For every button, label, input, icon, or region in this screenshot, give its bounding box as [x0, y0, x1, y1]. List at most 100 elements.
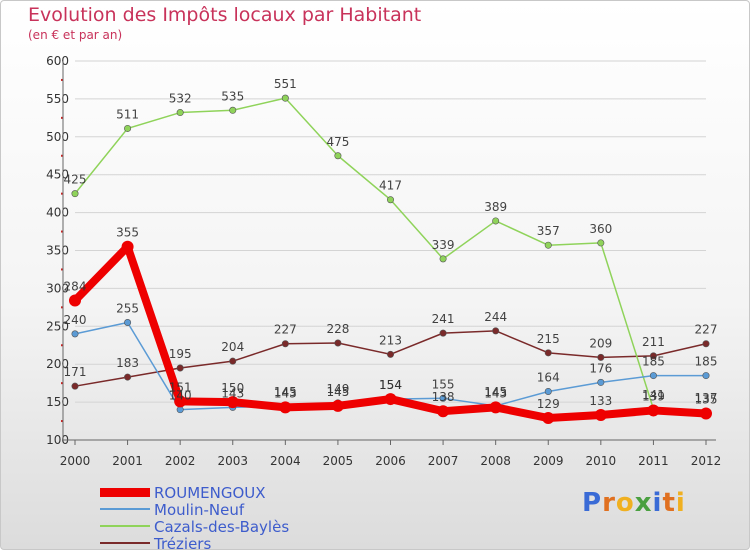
data-label: 171: [64, 365, 87, 379]
data-point: [597, 353, 605, 361]
data-label: 255: [116, 302, 139, 316]
data-point: [386, 196, 394, 204]
x-tick-label: 2012: [691, 454, 722, 468]
data-label: 140: [169, 389, 192, 403]
data-label: 227: [695, 323, 718, 337]
data-label: 240: [64, 313, 87, 327]
legend-swatch: [100, 508, 150, 510]
data-point: [71, 190, 79, 198]
data-label: 360: [589, 222, 612, 236]
data-label: 284: [64, 280, 87, 294]
data-point: [384, 393, 397, 406]
data-point: [544, 387, 552, 395]
x-tick-label: 2006: [375, 454, 406, 468]
data-point: [439, 255, 447, 263]
data-point: [331, 399, 344, 412]
data-label: 164: [537, 370, 560, 384]
legend-label: ROUMENGOUX: [154, 484, 266, 502]
data-point: [334, 339, 342, 347]
y-tick-label: 150: [46, 395, 69, 409]
data-point: [176, 406, 184, 414]
y-tick-label: 500: [46, 130, 69, 144]
data-label: 150: [221, 381, 244, 395]
data-point: [597, 378, 605, 386]
data-point: [281, 340, 289, 348]
data-label: 475: [326, 135, 349, 149]
data-label: 176: [589, 361, 612, 375]
chart-title: Evolution des Impôts locaux par Habitant: [28, 4, 422, 26]
data-point: [124, 319, 132, 327]
logo-letter: x: [634, 488, 653, 518]
x-tick-label: 2005: [323, 454, 354, 468]
x-tick-label: 2001: [112, 454, 143, 468]
data-point: [229, 106, 237, 114]
data-label: 244: [484, 310, 507, 324]
data-label: 339: [432, 238, 455, 252]
data-label: 417: [379, 179, 402, 193]
data-point: [279, 401, 292, 414]
data-label: 149: [326, 382, 349, 396]
data-label: 425: [64, 173, 87, 187]
data-label: 215: [537, 332, 560, 346]
data-label: 141: [642, 388, 665, 402]
data-label: 211: [642, 335, 665, 349]
y-tick-label: 400: [46, 206, 69, 220]
data-point: [71, 330, 79, 338]
data-label: 154: [379, 378, 402, 392]
data-label: 535: [221, 89, 244, 103]
data-label: 133: [589, 394, 612, 408]
data-label: 185: [695, 355, 718, 369]
data-label: 143: [221, 386, 244, 400]
data-label: 511: [116, 107, 139, 121]
data-point: [702, 372, 710, 380]
data-label: 155: [432, 377, 455, 391]
legend-swatch: [100, 542, 150, 544]
data-point: [437, 405, 450, 418]
data-point: [542, 412, 555, 425]
data-label: 154: [379, 378, 402, 392]
logo-letter: i: [652, 488, 663, 518]
data-label: 551: [274, 77, 297, 91]
logo-letter: t: [662, 488, 676, 518]
data-label: 139: [642, 389, 665, 403]
data-point: [69, 294, 81, 307]
data-point: [176, 109, 184, 117]
x-tick-label: 2002: [165, 454, 196, 468]
data-point: [492, 217, 500, 225]
legend-label: Tréziers: [154, 535, 212, 553]
data-point: [121, 240, 134, 253]
data-label: 357: [537, 224, 560, 238]
data-label: 183: [116, 356, 139, 370]
data-label: 138: [432, 390, 455, 404]
data-point: [439, 329, 447, 337]
data-point: [594, 408, 607, 421]
data-label: 143: [484, 386, 507, 400]
data-point: [124, 124, 132, 132]
logo-letter: P: [582, 488, 603, 518]
data-point: [229, 357, 237, 365]
proxiti-logo: Proxiti: [582, 488, 686, 518]
data-point: [281, 94, 289, 102]
logo-letter: r: [602, 488, 616, 518]
x-tick-label: 2010: [586, 454, 617, 468]
data-point: [226, 396, 239, 409]
data-point: [649, 352, 657, 360]
data-label: 213: [379, 333, 402, 347]
data-point: [597, 239, 605, 247]
data-label: 389: [484, 200, 507, 214]
data-label: 145: [274, 385, 297, 399]
y-tick-label: 550: [46, 92, 69, 106]
data-point: [700, 407, 712, 420]
x-tick-label: 2004: [270, 454, 301, 468]
data-label: 209: [589, 336, 612, 350]
data-point: [702, 340, 710, 348]
y-tick-label: 350: [46, 244, 69, 258]
data-label: 204: [221, 340, 244, 354]
data-point: [544, 241, 552, 249]
data-label: 241: [432, 312, 455, 326]
data-point: [386, 350, 394, 358]
data-label: 195: [169, 347, 192, 361]
data-label: 145: [326, 385, 349, 399]
